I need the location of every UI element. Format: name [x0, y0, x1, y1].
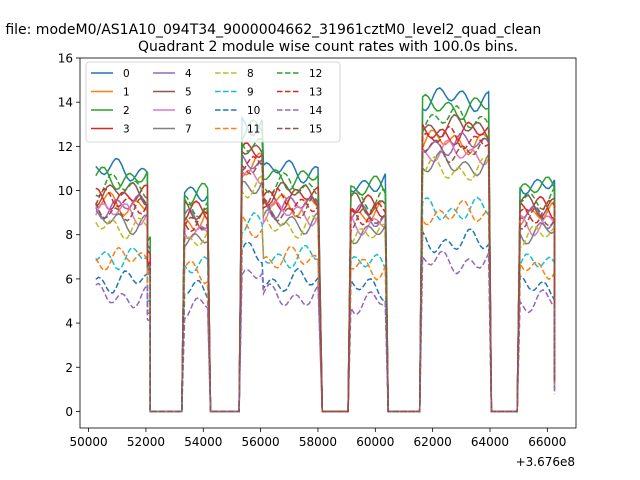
- y-tick-label: 16: [58, 52, 73, 66]
- legend-label-8: 8: [247, 68, 254, 80]
- y-axis: 0 2 4 6 8 10 12 14 16: [58, 52, 80, 419]
- legend-label-10: 10: [247, 105, 260, 117]
- x-tick-label: 50000: [70, 435, 108, 449]
- x-tick-label: 56000: [242, 435, 280, 449]
- series-line-7: [95, 150, 556, 413]
- legend-label-14: 14: [309, 105, 323, 117]
- legend-box: [85, 61, 341, 143]
- x-tick-label: 54000: [184, 435, 222, 449]
- x-offset-label: +3.676e8: [516, 455, 575, 469]
- x-axis: 50000 52000 54000 56000 58000 60000 62000 64000…: [70, 428, 566, 449]
- x-tick-label: 60000: [356, 435, 394, 449]
- x-tick-label: 58000: [299, 435, 337, 449]
- series-line-1: [95, 129, 556, 413]
- legend-label-2: 2: [123, 105, 130, 117]
- series-line-14: [95, 249, 556, 413]
- legend-label-11: 11: [247, 124, 260, 136]
- y-tick-label: 10: [58, 184, 73, 198]
- legend-label-15: 15: [309, 124, 322, 136]
- series-line-4: [95, 132, 556, 413]
- chart-title: Quadrant 2 module wise count rates with …: [138, 39, 518, 55]
- series-line-11: [95, 199, 556, 413]
- x-tick-label: 52000: [127, 435, 165, 449]
- series-line-13: [95, 125, 556, 413]
- y-tick-label: 12: [58, 140, 73, 154]
- series-line-6: [95, 139, 556, 413]
- series-line-3: [95, 121, 556, 413]
- y-tick-label: 6: [65, 272, 73, 286]
- x-tick-label: 62000: [414, 435, 452, 449]
- legend-label-4: 4: [185, 68, 192, 80]
- legend-label-5: 5: [185, 87, 192, 99]
- legend-label-13: 13: [309, 87, 322, 99]
- legend-label-12: 12: [309, 68, 322, 80]
- series-lines: [95, 87, 556, 413]
- legend-label-7: 7: [185, 124, 192, 136]
- y-tick-label: 4: [65, 317, 73, 331]
- legend-label-6: 6: [185, 105, 192, 117]
- legend-label-3: 3: [123, 124, 130, 136]
- legend-label-9: 9: [247, 87, 254, 99]
- figure-suptitle: n file: modeM0/AS1A10_094T34_9000004662_…: [0, 22, 541, 38]
- y-tick-label: 0: [65, 405, 73, 419]
- series-line-8: [95, 156, 556, 413]
- legend-label-0: 0: [123, 68, 130, 80]
- series-line-15: [95, 136, 556, 413]
- x-tick-label: 64000: [471, 435, 509, 449]
- series-line-12: [95, 105, 556, 413]
- y-tick-label: 2: [65, 361, 73, 375]
- x-tick-label: 66000: [528, 435, 566, 449]
- y-tick-label: 8: [65, 228, 73, 242]
- series-line-10: [95, 228, 556, 413]
- plot-frame: [79, 57, 577, 429]
- legend-label-1: 1: [123, 87, 130, 99]
- y-tick-label: 14: [58, 96, 73, 110]
- series-line-9: [95, 196, 556, 413]
